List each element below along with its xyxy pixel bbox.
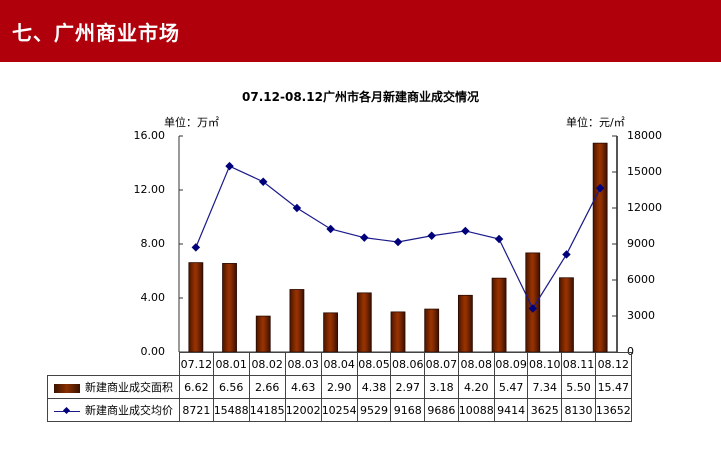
price-value-cell: 9529 [356,398,392,422]
bar-08.09 [491,277,507,353]
price-value-cell: 9686 [424,398,459,422]
price-value-cell: 8721 [179,398,214,422]
section-title: 七、广州商业市场 [12,21,180,45]
category-cell: 07.12 [179,352,214,376]
bar-08.07 [424,308,440,353]
bar-08.05 [356,292,372,353]
legend-area-label: 新建商业成交面积 [85,381,173,394]
bar-08.08 [457,294,473,353]
area-value-cell: 7.34 [527,375,563,399]
price-value-cell: 9414 [493,398,529,422]
category-cell: 08.06 [390,352,426,376]
left-tick-label: 4.00 [140,291,166,304]
bar-07.12 [188,262,204,353]
category-cell: 08.11 [561,352,596,376]
price-value-cell: 10088 [457,398,495,422]
bar-08.03 [289,289,305,353]
price-marker-08.10 [528,304,538,313]
chart-title: 07.12-08.12广州市各月新建商业成交情况 [242,90,479,104]
category-cell: 08.05 [356,352,392,376]
price-marker-08.03 [292,203,302,213]
area-value-cell: 15.47 [594,375,632,399]
data-table: 07.12 08.01 08.02 08.03 08.04 08.05 08.06 08.07… [47,352,632,422]
price-value-cell: 13652 [594,398,632,422]
bar-08.12 [592,142,608,353]
price-marker-08.05 [360,233,369,242]
price-value-cell: 9168 [390,398,426,422]
left-axis-unit: 单位：万㎡ [164,116,219,129]
area-value-cell: 5.50 [561,375,596,399]
price-marker-08.02 [258,177,268,187]
right-tick-label: 9000 [627,237,655,250]
right-tick-label: 3000 [627,309,655,322]
price-value-cell: 15488 [212,398,250,422]
price-value-cell: 14185 [248,398,286,422]
category-cell: 08.09 [493,352,529,376]
bar-swatch-icon [54,383,80,393]
category-cell: 08.10 [527,352,563,376]
area-value-cell: 2.97 [390,375,426,399]
right-tick-label: 15000 [627,165,662,178]
category-cell: 08.01 [212,352,250,376]
legend-price: 新建商业成交均价 [47,398,180,422]
legend-area: 新建商业成交面积 [47,375,180,399]
area-value-cell: 2.90 [320,375,358,399]
area-row: 新建商业成交面积 6.62 6.56 2.66 4.63 2.90 4.38 2.97 3.1… [47,375,632,399]
price-row: 新建商业成交均价 8721 15488 14185 12002 10254 9529 916… [47,398,632,422]
area-value-cell: 4.38 [356,375,392,399]
bar-08.10 [525,252,541,353]
area-value-cell: 5.47 [493,375,529,399]
price-marker-08.09 [494,234,504,244]
area-value-cell: 6.62 [179,375,214,399]
price-value-cell: 8130 [561,398,596,422]
area-value-cell: 2.66 [248,375,286,399]
price-value-cell: 10254 [320,398,358,422]
bar-08.01 [222,263,237,353]
price-marker-07.12 [191,243,201,252]
area-value-cell: 4.63 [284,375,322,399]
section-header: 七、广州商业市场 [0,0,721,62]
bar-08.06 [390,311,406,353]
category-cell: 08.08 [457,352,495,376]
price-marker-08.04 [326,224,335,234]
category-cell: 08.02 [248,352,286,376]
price-marker-08.06 [393,237,403,247]
left-tick-label: 16.00 [133,129,166,142]
price-marker-08.01 [225,161,234,171]
right-axis-unit: 单位：元/㎡ [566,116,625,129]
price-marker-08.07 [427,231,436,241]
legend-price-label: 新建商业成交均价 [85,404,173,417]
right-tick-label: 6000 [627,273,655,286]
left-tick-label: 12.00 [133,183,166,196]
category-cell: 08.07 [424,352,459,376]
area-value-cell: 6.56 [212,375,250,399]
category-cell: 08.04 [320,352,358,376]
bar-08.11 [559,277,574,353]
right-tick-label: 0 [627,345,634,358]
price-marker-08.11 [562,250,571,259]
price-value-cell: 12002 [284,398,322,422]
category-cell: 08.12 [594,352,632,376]
bar-08.02 [255,315,271,353]
right-tick-label: 18000 [627,129,662,142]
left-tick-label: 8.00 [140,237,166,250]
category-row: 07.12 08.01 08.02 08.03 08.04 08.05 08.06 08.07… [47,352,632,376]
empty-corner [47,352,180,376]
category-cell: 08.03 [284,352,322,376]
bar-08.04 [323,312,339,353]
line-marker-swatch-icon [54,407,80,416]
price-marker-08.08 [461,226,470,236]
price-value-cell: 3625 [527,398,563,422]
area-value-cell: 3.18 [424,375,459,399]
right-tick-label: 12000 [627,201,662,214]
area-value-cell: 4.20 [457,375,495,399]
